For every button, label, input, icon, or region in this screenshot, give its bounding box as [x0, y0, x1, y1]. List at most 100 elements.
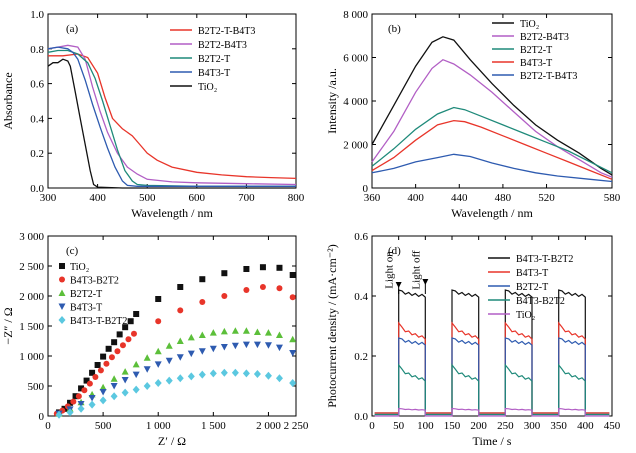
series-line-B2T2-B4T3 [47, 44, 297, 186]
data-point-B4T3-T [121, 377, 129, 384]
y-tick-label-c: 2 500 [19, 261, 44, 273]
x-tick-label-d: 250 [497, 420, 514, 432]
data-point-B2T2-T [143, 354, 151, 361]
x-tick-label-d: 450 [604, 420, 621, 432]
y-tick-label-a: 0.4 [30, 113, 44, 125]
x-tick-label-a: 600 [189, 192, 206, 204]
series-line-B4T3-T [374, 321, 610, 414]
data-point-B4T3-T-B2T2 [253, 370, 261, 378]
data-point-TiO2 [122, 324, 129, 331]
data-point-B4T3-T [187, 350, 195, 358]
data-point-B4T3-B2T2 [243, 287, 250, 293]
data-point-B4T3-B2T2 [97, 367, 104, 374]
y-tick-label-c: 500 [28, 381, 45, 393]
y-tick-label-b: 8 000 [343, 9, 368, 21]
data-point-B4T3-B2T2 [289, 294, 296, 301]
data-point-TiO2 [127, 318, 134, 325]
legend-label-B4T3-T: B4T3-T [198, 68, 230, 79]
y-tick-label-d: 0.6 [354, 231, 368, 243]
data-point-B4T3-B2T2 [276, 285, 283, 292]
data-point-B4T3-T-B2T2 [88, 400, 96, 409]
series-line-TiO2 [371, 36, 613, 176]
legend-marker-B4T3-T [58, 303, 66, 310]
data-point-B4T3-T [289, 350, 297, 357]
x-tick-label-b: 580 [604, 192, 621, 204]
data-point-B4T3-T [242, 341, 250, 349]
series-group-b [371, 36, 613, 183]
data-point-B2T2-T [209, 329, 217, 336]
y-tick-label-b: 4 000 [343, 96, 368, 108]
data-point-B4T3-T-B2T2 [176, 374, 184, 383]
x-tick-label-d: 200 [470, 420, 487, 432]
data-point-B2T2-T [231, 327, 239, 334]
data-point-B4T3-T-B2T2 [220, 368, 228, 377]
annotation-arrow-head [395, 282, 402, 288]
y-tick-label-a: 0.0 [30, 183, 44, 195]
series-line-B4T3-B2T2 [374, 363, 610, 416]
legend-marker-B2T2-T [58, 289, 66, 296]
data-point-TiO2 [83, 377, 90, 384]
legend-marker-B4T3-B2T2 [59, 276, 65, 283]
x-tick-label-b: 360 [364, 192, 381, 204]
data-point-B4T3-T-B2T2 [275, 374, 283, 383]
data-point-TiO2 [94, 362, 101, 368]
data-point-B4T3-T [143, 366, 151, 373]
data-point-TiO2 [177, 284, 184, 290]
x-axis-label-a: Wavelength / nm [131, 206, 213, 220]
data-point-B2T2-T [187, 333, 195, 341]
data-point-B4T3-T-B2T2 [55, 410, 63, 419]
panel-label-d: (d) [388, 245, 401, 257]
x-tick-label-c: 0 [45, 420, 51, 432]
data-point-B4T3-T [198, 348, 206, 355]
legend-label-TiO2: TiO₂ [520, 19, 539, 30]
data-point-B2T2-T [110, 375, 118, 382]
legend-label-B2T2-T-B4T3: B2T2-T-B4T3 [198, 26, 255, 37]
x-tick-label-b: 480 [495, 192, 512, 204]
annotation-arrow-head [422, 279, 429, 285]
legend-label-B2T2-T: B2T2-T [520, 45, 552, 56]
data-point-B4T3-T-B2T2 [154, 379, 162, 387]
legend-label-B4T3-B2T2: B4T3-B2T2 [70, 276, 119, 287]
x-tick-label-d: 150 [444, 420, 461, 432]
data-point-B4T3-B2T2 [114, 348, 121, 355]
panel-label-a: (a) [66, 23, 79, 35]
x-tick-label-d: 400 [577, 420, 594, 432]
x-tick-label-c: 1 000 [146, 420, 171, 432]
data-point-B4T3-T-B2T2 [66, 408, 74, 417]
data-point-B4T3-B2T2 [70, 398, 77, 405]
y-tick-label-b: 2 000 [343, 140, 368, 152]
annotation-label: Light on [384, 251, 396, 289]
legend-label-TiO2: TiO₂ [70, 262, 89, 273]
data-point-B2T2-T [275, 331, 283, 338]
series-line-B4T3-T [371, 119, 613, 180]
series-line-B2T2-T [47, 49, 296, 187]
x-axis-label-c: Z′ / Ω [158, 434, 186, 448]
data-point-B2T2-T [165, 342, 173, 349]
plot-frame-a [47, 13, 297, 189]
y-tick-label-c: 1 500 [19, 321, 44, 333]
legend-marker-TiO2 [59, 263, 65, 269]
data-point-B2T2-T [121, 368, 129, 375]
y-axis-label-c: −Z″ / Ω [1, 307, 15, 344]
legend-label-B4T3-T: B4T3-T [520, 58, 552, 69]
panel-label-b: (b) [388, 23, 401, 35]
y-axis-label-d: Photocurrent density / (mA·cm⁻²) [325, 244, 339, 408]
y-tick-label-d: 0.2 [354, 351, 368, 363]
data-point-B4T3-B2T2 [75, 393, 82, 400]
data-point-B4T3-T [264, 342, 272, 349]
data-point-B4T3-B2T2 [119, 342, 126, 349]
x-tick-label-a: 300 [40, 192, 57, 204]
data-point-B2T2-T [154, 347, 162, 355]
x-tick-label-d: 0 [369, 420, 375, 432]
data-point-B4T3-T-B2T2 [165, 376, 173, 385]
y-tick-label-b: 6 000 [343, 53, 368, 65]
y-axis-label-a: Absorbance [1, 72, 15, 129]
data-point-B4T3-T [231, 342, 239, 350]
data-point-B4T3-T-B2T2 [110, 392, 118, 401]
data-point-B4T3-T [88, 395, 96, 402]
x-tick-label-d: 100 [417, 420, 434, 432]
legend-label-B2T2-B4T3: B2T2-B4T3 [198, 40, 247, 51]
x-tick-label-b: 520 [538, 192, 555, 204]
data-point-B2T2-T [99, 383, 107, 391]
y-tick-label-d: 0.4 [354, 291, 368, 303]
